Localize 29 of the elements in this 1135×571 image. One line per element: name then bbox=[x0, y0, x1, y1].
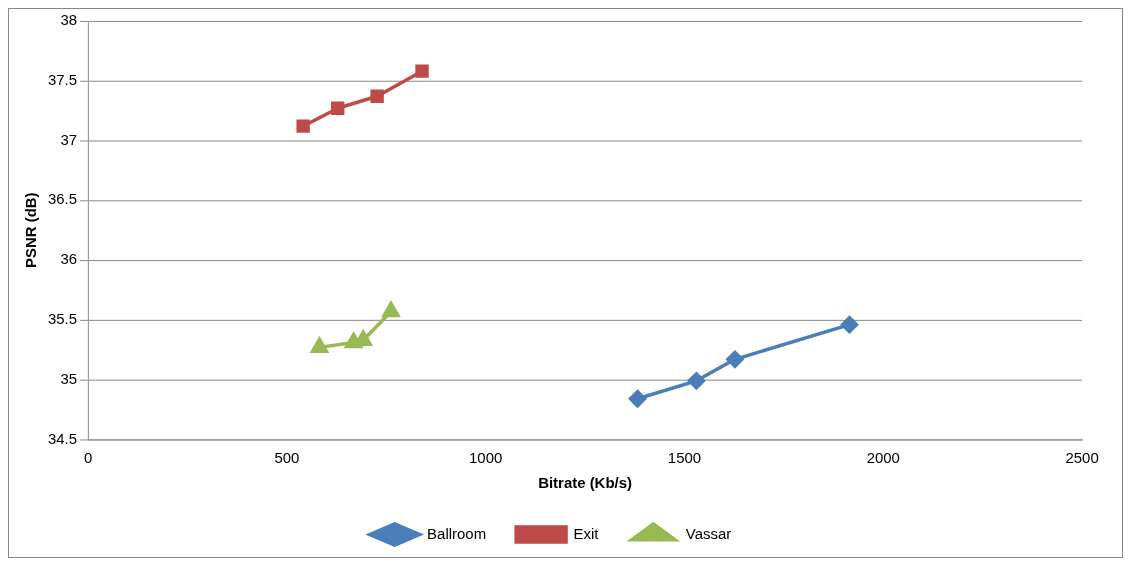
x-tick-label: 1500 bbox=[667, 449, 702, 467]
legend-label: Ballroom bbox=[427, 524, 487, 542]
y-tick-label: 35 bbox=[60, 369, 78, 387]
x-tick-label: 1000 bbox=[469, 449, 503, 467]
x-tick-label: 0 bbox=[83, 449, 93, 467]
y-tick-label: 35.5 bbox=[47, 310, 78, 327]
x-tick-label: 500 bbox=[274, 449, 300, 467]
point bbox=[310, 337, 329, 354]
y-tick-label: 38 bbox=[60, 11, 78, 29]
legend-label: Vassar bbox=[685, 524, 732, 542]
point bbox=[726, 350, 744, 369]
point bbox=[382, 301, 400, 318]
y-tick-label: 36.5 bbox=[47, 190, 78, 208]
x-tick-label: 2500 bbox=[1065, 449, 1099, 467]
point bbox=[415, 64, 429, 78]
legend-label: Exit bbox=[573, 524, 600, 542]
y-tick-label: 37 bbox=[60, 130, 78, 148]
point bbox=[628, 390, 647, 408]
point bbox=[840, 315, 859, 334]
x-axis-title: Bitrate (Kb/s) bbox=[538, 474, 633, 492]
point bbox=[370, 89, 384, 103]
point bbox=[331, 101, 345, 115]
point bbox=[296, 119, 310, 133]
y-tick-label: 37.5 bbox=[47, 70, 78, 88]
y-axis-title: PSNR (dB) bbox=[22, 192, 40, 268]
y-tick-label: 36 bbox=[60, 250, 78, 268]
x-tick-label: 2000 bbox=[866, 449, 900, 467]
point bbox=[687, 372, 706, 390]
y-tick-label: 34.5 bbox=[47, 429, 78, 447]
